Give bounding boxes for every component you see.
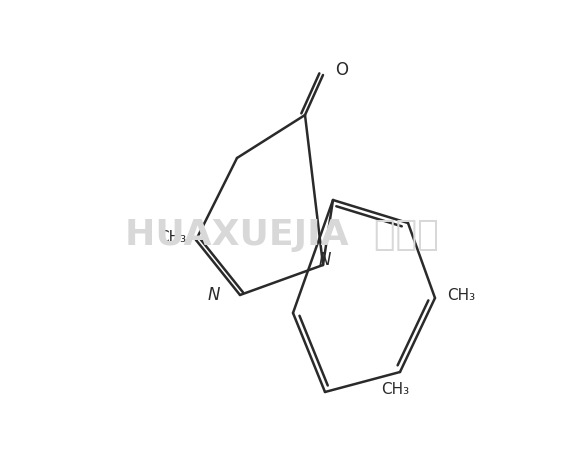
Text: CH₃: CH₃ [158, 230, 186, 245]
Text: N: N [208, 286, 220, 304]
Text: CH₃: CH₃ [381, 382, 409, 397]
Text: CH₃: CH₃ [447, 289, 475, 304]
Text: N: N [319, 251, 331, 269]
Text: HUAXUEJIA  化学加: HUAXUEJIA 化学加 [125, 218, 439, 252]
Text: O: O [335, 61, 348, 79]
